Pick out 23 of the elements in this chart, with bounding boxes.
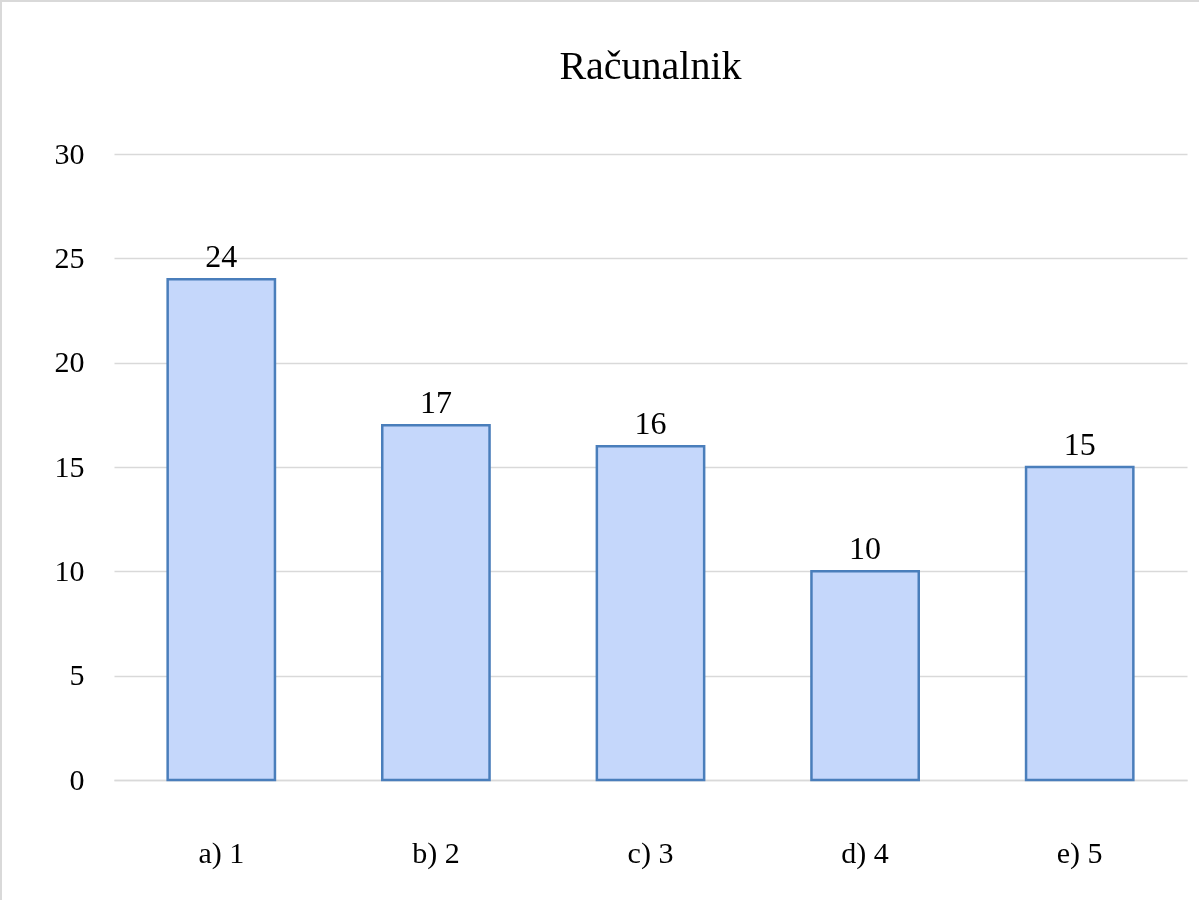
data-label: 17 [419, 384, 452, 421]
bar [595, 444, 706, 782]
y-tick-label: 30 [54, 136, 85, 170]
y-tick-label: 15 [54, 449, 85, 483]
y-tick-label: 0 [69, 762, 85, 796]
y-tick-label: 25 [54, 240, 85, 274]
data-label: 16 [634, 405, 667, 442]
bar [381, 424, 491, 782]
x-tick-label: e) 5 [1056, 835, 1103, 870]
x-tick-label: b) 2 [412, 835, 460, 870]
y-tick-label: 20 [54, 345, 85, 379]
data-label: 24 [205, 238, 238, 275]
x-tick-label: d) 4 [841, 835, 889, 870]
data-label: 10 [849, 530, 882, 567]
x-tick-label: c) 3 [627, 835, 674, 870]
bar [810, 570, 920, 782]
bar [166, 277, 277, 782]
bar [1024, 465, 1135, 782]
y-tick-label: 5 [69, 658, 85, 692]
data-label: 15 [1063, 426, 1096, 462]
y-tick-label: 10 [54, 553, 85, 587]
x-tick-label: a) 1 [198, 835, 245, 870]
chart-title: Računalnik [559, 43, 742, 88]
